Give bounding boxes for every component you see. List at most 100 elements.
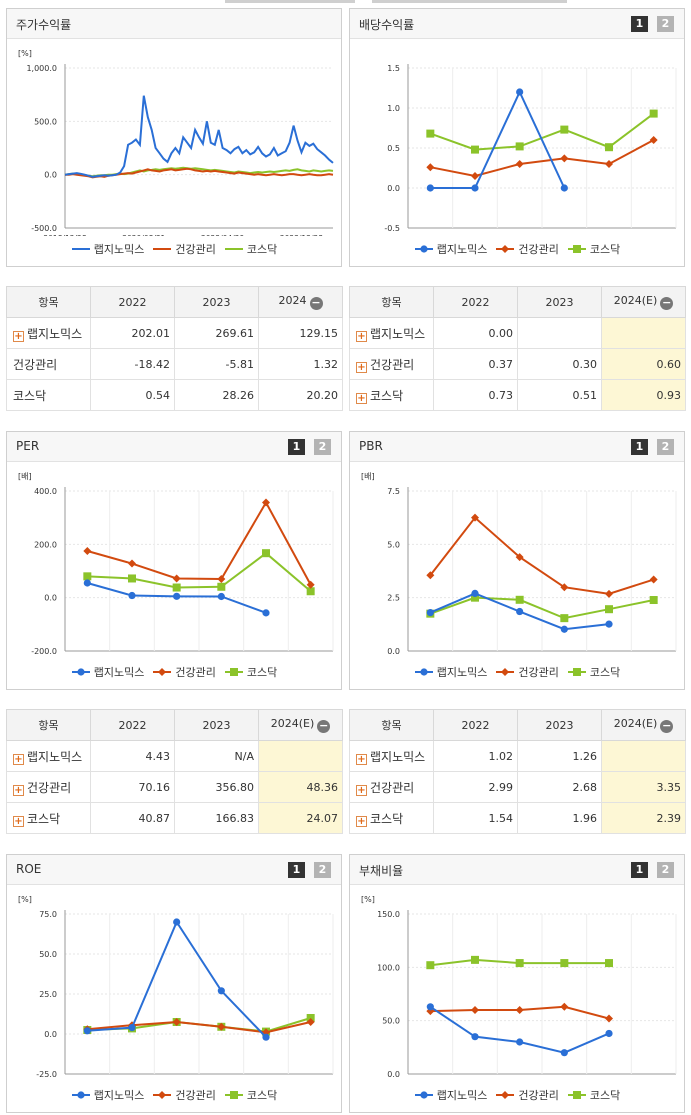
legend-item: 코스닥 (567, 1087, 620, 1103)
legend-swatch (224, 248, 243, 250)
y-tick-label: 1.5 (387, 64, 400, 73)
expand-icon[interactable]: + (13, 784, 24, 796)
chart-legend: 랩지노믹스 건강관리 코스닥 (350, 1087, 684, 1103)
debt-ratio-panel: 부채비율 1 2 [%]150.0 100.0 50.0 0.0 2019 2020 202… (349, 854, 685, 1113)
dividend-yield-chart: 1.5 1.0 0.5 0.0 -0.5 2019 2020 2021 2022 2023 2024… (384, 64, 677, 236)
collapse-icon[interactable]: − (660, 296, 674, 310)
expand-icon[interactable]: + (13, 330, 24, 342)
data-point (515, 595, 524, 604)
y-tick-label: 150.0 (377, 910, 400, 919)
y-tick-label: 5.0 (387, 540, 400, 549)
data-point (560, 583, 569, 592)
row-name[interactable]: + 건강관리 (349, 348, 434, 380)
x-tick-label: 2020 (122, 658, 141, 659)
legend-label: 건강관리 (175, 243, 216, 256)
series-line (87, 1020, 311, 1034)
collapse-icon[interactable]: − (660, 719, 674, 733)
legend-item: 랩지노믹스 (71, 664, 145, 680)
legend-item: 건강관리 (495, 241, 559, 257)
expand-icon[interactable]: + (356, 392, 367, 404)
row-name[interactable]: + 랩지노믹스 (6, 740, 91, 772)
legend-item: 건강관리 (495, 664, 559, 680)
table-cell: 2.99 (433, 771, 518, 803)
panel-title: 주가수익률 (16, 18, 72, 32)
data-point (471, 513, 479, 522)
table-cell: 28.26 (174, 379, 259, 411)
expand-icon[interactable]: + (356, 330, 367, 342)
expand-icon[interactable]: + (356, 753, 367, 765)
page-2-button[interactable]: 2 (657, 862, 674, 878)
collapse-icon[interactable]: − (309, 296, 323, 310)
row-name[interactable]: + 건강관리 (349, 771, 434, 803)
data-point (649, 575, 658, 584)
legend-label: 코스닥 (246, 243, 278, 256)
row-name[interactable]: + 코스닥 (6, 802, 91, 834)
y-tick-label: 0.0 (44, 1030, 57, 1039)
column-header-year: 2022 (90, 709, 175, 741)
row-name[interactable]: + 건강관리 (6, 771, 91, 803)
data-point (605, 1014, 613, 1023)
legend-label: 건강관리 (518, 1089, 559, 1102)
page-2-button[interactable]: 2 (314, 439, 331, 455)
page-2-button[interactable]: 2 (314, 862, 331, 878)
data-point (471, 184, 479, 192)
legend-marker (572, 668, 581, 676)
table-cell: 1.02 (433, 740, 518, 772)
per-panel: PER 1 2 [배]400.0 200.0 0.0 -200.0 2019 2020 20… (6, 431, 342, 690)
price-return-table: 항목 2022 2023 2024− + 랩지노믹스 202.01 269.61 129.15 건… (6, 286, 343, 411)
page-2-button[interactable]: 2 (657, 16, 674, 32)
row-name[interactable]: + 랩지노믹스 (349, 317, 434, 349)
page-1-button[interactable]: 1 (631, 16, 648, 32)
table-cell: 4.43 (90, 740, 175, 772)
page-1-button[interactable]: 1 (288, 862, 305, 878)
table-row: + 코스닥 1.54 1.96 2.39 (349, 802, 686, 834)
x-tick-label: 2024(E) (296, 658, 326, 659)
table-cell: 269.61 (174, 317, 259, 349)
y-tick-label: 0.0 (44, 171, 57, 180)
expand-icon[interactable]: + (356, 361, 367, 373)
legend-swatch (496, 1091, 515, 1099)
page-2-button[interactable]: 2 (657, 439, 674, 455)
y-unit-label: [배] (361, 472, 375, 481)
expand-icon[interactable]: + (356, 784, 367, 796)
y-tick-label: -200.0 (31, 647, 57, 656)
expand-icon[interactable]: + (356, 815, 367, 827)
expand-icon[interactable]: + (13, 815, 24, 827)
legend-swatch (224, 1091, 243, 1099)
x-tick-label: 2022 (555, 235, 574, 236)
legend-item: 건강관리 (495, 1087, 559, 1103)
data-point (262, 498, 270, 507)
table-cell: 0.93 (601, 379, 686, 411)
row-name: 건강관리 (6, 348, 91, 380)
data-point (217, 592, 225, 601)
legend-swatch (414, 1091, 433, 1099)
series-1 (83, 918, 270, 1041)
y-tick-label: 50.0 (382, 1017, 400, 1026)
row-name[interactable]: + 코스닥 (349, 802, 434, 834)
chart-legend: 랩지노믹스 건강관리 코스닥 (350, 241, 684, 257)
page-1-button[interactable]: 1 (631, 862, 648, 878)
chart-legend: 랩지노믹스 건강관리 코스닥 (350, 664, 684, 680)
y-tick-label: -500.0 (31, 224, 57, 233)
row-name[interactable]: + 랩지노믹스 (349, 740, 434, 772)
roe-panel: ROE 1 2 [%] 75.0 50.0 25.0 0.0 -25.0 2019 2020 2… (6, 854, 342, 1113)
data-point (605, 620, 613, 628)
x-tick-label: 2020/08/31 (122, 234, 165, 236)
series-line (64, 95, 334, 178)
collapse-icon[interactable]: − (317, 719, 331, 733)
row-name[interactable]: + 랩지노믹스 (6, 317, 91, 349)
page-1-button[interactable]: 1 (631, 439, 648, 455)
panel-title: 배당수익률 (359, 18, 415, 32)
expand-icon[interactable]: + (13, 753, 24, 765)
page-1-button[interactable]: 1 (288, 439, 305, 455)
row-name[interactable]: + 코스닥 (349, 379, 434, 411)
panel-header: 부채비율 1 2 (350, 855, 684, 885)
legend-marker (420, 668, 428, 676)
data-point (471, 593, 479, 602)
legend-label: 랩지노믹스 (93, 666, 145, 679)
column-header-item: 항목 (349, 709, 434, 741)
y-tick-label: 1,000.0 (26, 64, 57, 73)
x-tick-label: 2024(E) (639, 658, 669, 659)
data-point (172, 1018, 181, 1026)
legend-swatch (71, 668, 90, 676)
